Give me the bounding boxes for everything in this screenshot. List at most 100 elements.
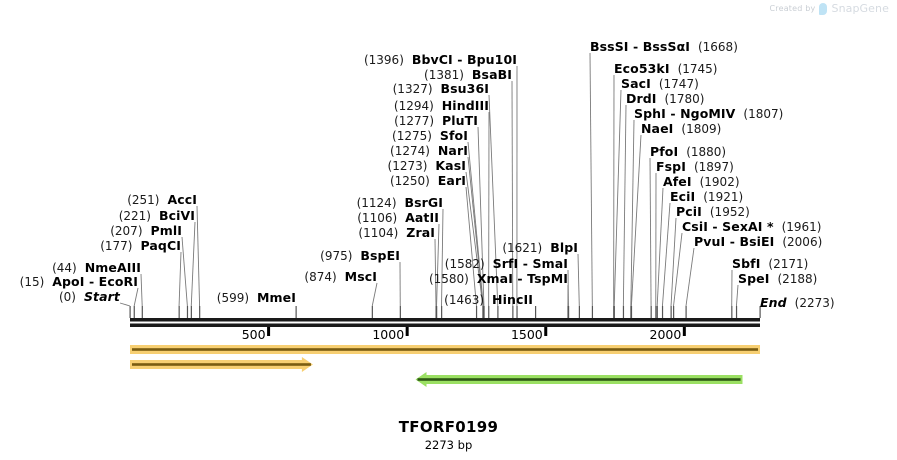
site-enzyme-name: BsaBI <box>471 67 512 82</box>
site-enzyme-name: KasI <box>435 158 466 173</box>
site-enzyme-name: AatII <box>405 210 439 225</box>
restriction-site-label[interactable]: (1294) HindIII <box>393 98 489 114</box>
sequence-length-label: 2273 bp <box>424 438 473 452</box>
restriction-site-label[interactable]: PfoI (1880) <box>650 144 727 160</box>
site-enzyme-name: BciVI <box>158 208 195 223</box>
restriction-site-label[interactable]: (1273) KasI <box>387 158 466 174</box>
site-enzyme-name: SbfI <box>732 256 761 271</box>
ruler-tick-label: 1500 <box>510 327 543 342</box>
restriction-site-label[interactable]: (0) Start <box>58 289 120 305</box>
feature-orange-full[interactable] <box>130 345 760 354</box>
restriction-site-label[interactable]: CsiI - SexAI * (1961) <box>682 219 822 235</box>
site-enzyme-name: AccI <box>167 192 197 207</box>
site-enzyme-name: AfeI <box>663 174 692 189</box>
site-position: (1668) <box>697 40 738 54</box>
restriction-site-label[interactable]: (1277) PluTI <box>394 113 478 129</box>
restriction-site-label[interactable]: (1250) EarI <box>389 173 466 189</box>
site-position: (2188) <box>777 272 818 286</box>
site-enzyme-name: CsiI - SexAI * <box>682 219 774 234</box>
site-position: (1273) <box>387 159 428 173</box>
site-position: (1274) <box>390 144 430 158</box>
site-enzyme-name: End <box>760 295 787 310</box>
restriction-site-label[interactable]: (1104) ZraI <box>358 226 435 241</box>
restriction-site-label[interactable]: (207) PmlI <box>110 224 182 239</box>
site-enzyme-name: PfoI <box>650 144 679 159</box>
site-position: (1880) <box>686 145 727 159</box>
site-position: (1294) <box>393 99 434 113</box>
restriction-site-label[interactable]: (1580) XmaI - TspMI <box>429 271 568 287</box>
restriction-site-label[interactable]: SacI (1747) <box>621 76 699 92</box>
site-enzyme-name: Start <box>83 289 120 304</box>
restriction-site-label[interactable]: (599) MmeI <box>216 291 296 306</box>
restriction-site-label[interactable]: SbfI (2171) <box>732 256 809 272</box>
ruler-tick-label: 500 <box>241 327 266 342</box>
ruler-tick-label: 2000 <box>649 327 682 342</box>
site-position: (1277) <box>394 114 435 128</box>
restriction-site-label[interactable]: FspI (1897) <box>656 159 734 175</box>
restriction-site-label[interactable]: AfeI (1902) <box>663 174 740 190</box>
site-position: (1463) <box>444 293 485 307</box>
site-position: (2006) <box>782 235 823 249</box>
site-position: (1780) <box>664 92 705 106</box>
site-enzyme-name: SpeI <box>738 271 770 286</box>
site-enzyme-name: BlpI <box>550 240 578 255</box>
site-enzyme-name: ApoI - EcoRI <box>52 274 138 289</box>
site-position: (1961) <box>781 220 822 234</box>
site-position: (1745) <box>677 62 718 76</box>
restriction-site-label[interactable]: End (2273) <box>760 295 835 311</box>
site-position: (15) <box>19 275 45 289</box>
site-position: (1250) <box>389 174 430 188</box>
restriction-site-label[interactable]: (1396) BbvCI - Bpu10I <box>363 53 517 68</box>
restriction-site-label[interactable]: (1582) SrfI - SmaI <box>445 257 568 272</box>
restriction-site-label[interactable]: DrdI (1780) <box>626 91 705 107</box>
site-enzyme-name: BssSI - BssSαI <box>590 39 691 54</box>
site-position: (975) <box>320 249 353 263</box>
restriction-site-label[interactable]: BssSI - BssSαI (1668) <box>590 39 738 55</box>
site-enzyme-name: PciI <box>676 204 702 219</box>
restriction-site-label[interactable]: EciI (1921) <box>670 190 743 205</box>
restriction-site-label[interactable]: (1381) BsaBI <box>424 67 512 83</box>
site-position: (599) <box>216 291 250 305</box>
restriction-site-label[interactable]: (1327) Bsu36I <box>393 82 489 97</box>
site-enzyme-name: EarI <box>437 173 466 188</box>
restriction-site-label[interactable]: (251) AccI <box>127 192 197 208</box>
site-enzyme-name: PvuI - BsiEI <box>694 234 775 249</box>
site-position: (2171) <box>768 257 809 271</box>
restriction-site-label[interactable]: Eco53kI (1745) <box>614 62 718 77</box>
site-enzyme-name: PluTI <box>441 113 478 128</box>
map-footer: TFORF0199 2273 bp <box>0 418 897 452</box>
restriction-site-label[interactable]: (221) BciVI <box>119 208 195 224</box>
restriction-site-label[interactable]: NaeI (1809) <box>641 122 722 137</box>
restriction-site-label[interactable]: SphI - NgoMIV (1807) <box>634 106 783 122</box>
restriction-site-label[interactable]: (1275) SfoI <box>392 129 468 144</box>
restriction-site-label[interactable]: (874) MscI <box>304 270 377 285</box>
site-position: (1809) <box>681 122 722 136</box>
site-enzyme-name: SphI - NgoMIV <box>634 106 736 121</box>
restriction-site-label[interactable]: (44) NmeAIII <box>52 261 141 276</box>
feature-green-cds[interactable] <box>415 372 743 387</box>
site-enzyme-name: XmaI - TspMI <box>476 271 568 286</box>
site-position: (251) <box>127 193 160 207</box>
site-enzyme-name: HindIII <box>441 98 489 113</box>
site-enzyme-name: BspEI <box>360 248 400 263</box>
restriction-site-label[interactable]: (1621) BlpI <box>502 240 578 256</box>
site-position: (0) <box>58 290 76 304</box>
restriction-site-label[interactable]: (15) ApoI - EcoRI <box>19 274 138 290</box>
site-enzyme-name: FspI <box>656 159 686 174</box>
restriction-site-label[interactable]: (975) BspEI <box>320 248 400 264</box>
restriction-site-label[interactable]: (1124) BsrGI <box>357 196 443 211</box>
restriction-site-label[interactable]: (1274) NarI <box>390 144 468 159</box>
ruler-ticks <box>267 327 686 336</box>
site-position: (1396) <box>363 53 404 67</box>
restriction-site-label[interactable]: PciI (1952) <box>676 204 750 220</box>
feature-orange-cds[interactable] <box>130 357 313 372</box>
site-enzyme-name: DrdI <box>626 91 657 106</box>
restriction-site-label[interactable]: PvuI - BsiEI (2006) <box>694 234 823 250</box>
restriction-site-label[interactable]: (177) PaqCI <box>100 239 181 254</box>
restriction-site-label[interactable]: (1463) HincII <box>444 293 533 308</box>
restriction-site-label[interactable]: (1106) AatII <box>357 210 439 226</box>
site-enzyme-name: SacI <box>621 76 651 91</box>
restriction-site-label[interactable]: SpeI (2188) <box>738 271 818 287</box>
